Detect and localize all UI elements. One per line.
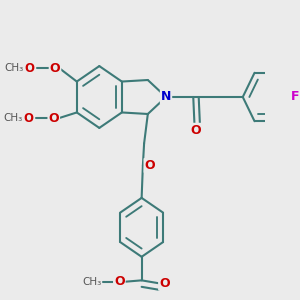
Text: CH₃: CH₃ <box>3 113 22 123</box>
Text: O: O <box>24 62 34 75</box>
Text: N: N <box>161 91 171 103</box>
Text: O: O <box>48 112 59 125</box>
Text: CH₃: CH₃ <box>82 277 101 287</box>
Text: O: O <box>50 62 60 75</box>
Text: F: F <box>290 91 299 103</box>
Text: CH₃: CH₃ <box>4 63 24 73</box>
Text: O: O <box>159 277 170 290</box>
Text: O: O <box>23 112 33 125</box>
Text: O: O <box>114 275 125 288</box>
Text: O: O <box>190 124 201 137</box>
Text: O: O <box>145 159 155 172</box>
